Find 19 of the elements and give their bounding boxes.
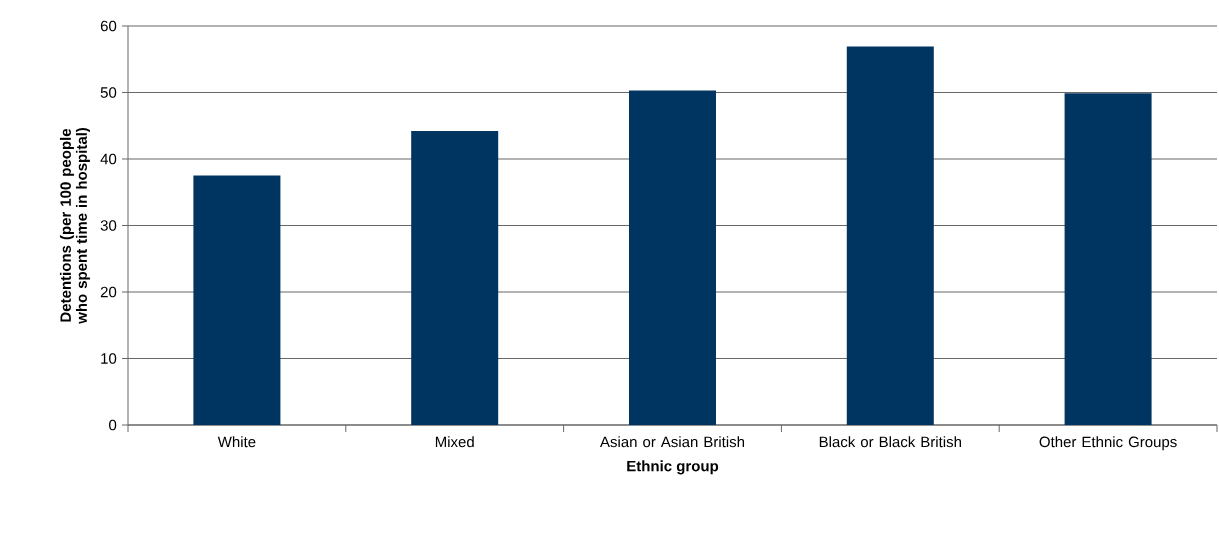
bar [1064,93,1152,425]
x-tick-label: Black or Black British [819,436,961,448]
bar [411,131,499,425]
x-tick-label: Asian or Asian British [600,436,745,448]
y-tick-label: 60 [100,20,117,32]
bar [629,90,716,425]
x-tick-label: Mixed [435,436,474,448]
x-tick-label: Other Ethnic Groups [1039,436,1177,451]
y-tick-label: 50 [100,87,117,98]
y-axis-title: Detentions (per 100 people who spent time in hospital) [59,127,90,324]
bar [193,175,281,425]
y-tick-label: 10 [101,353,117,364]
x-tick-label: White [217,436,256,448]
y-tick-label: 30 [100,220,117,231]
bar [846,46,934,425]
y-tick-label: 40 [100,153,117,165]
x-axis-title: Ethnic group [627,460,719,475]
y-tick-label: 20 [100,286,117,298]
y-tick-label: 0 [109,419,117,431]
